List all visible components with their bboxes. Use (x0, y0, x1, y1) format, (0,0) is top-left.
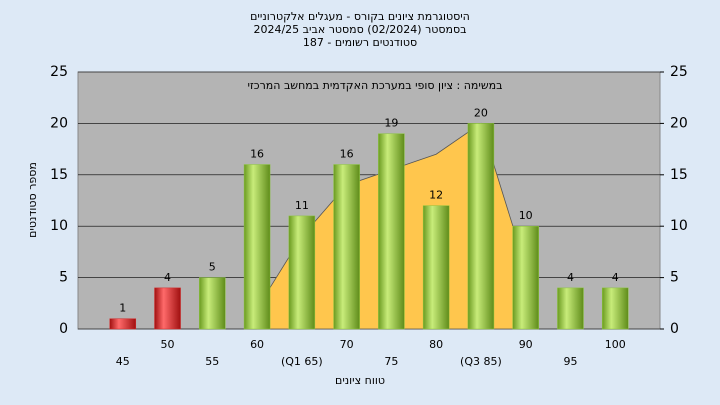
data-label: 4 (164, 271, 171, 284)
data-label: 11 (295, 199, 309, 212)
x-tick-label: 100 (605, 338, 626, 351)
y2-tick-label: 0 (670, 321, 679, 337)
x-tick-label: 75 (384, 355, 398, 368)
bar (109, 318, 137, 330)
bar (199, 277, 226, 330)
x-tick-label: (Q3 85) (460, 355, 502, 368)
bar (557, 287, 584, 330)
bar (288, 215, 316, 330)
bar (243, 164, 271, 330)
annotation: במשימה : ציון סופי במערכת האקדמית במחשב … (248, 79, 503, 92)
bar (601, 287, 629, 330)
data-label: 5 (209, 261, 216, 274)
y2-tick-label: 25 (670, 64, 688, 80)
data-label: 16 (340, 148, 354, 161)
y2-tick-label: 20 (670, 115, 688, 131)
x-tick-label: 95 (563, 355, 577, 368)
title-line: בסמסטר (02/2024) סמסטר אביב 2024/25 (253, 23, 466, 36)
data-label: 19 (384, 117, 398, 130)
title-line: היסטוגרמת ציונים בקורס - מעגלים אלקטרוני… (250, 10, 470, 23)
x-tick-label: (Q1 65) (281, 355, 323, 368)
data-label: 4 (567, 271, 574, 284)
y-axis-label: מספר סטודנטים (26, 162, 39, 238)
y-tick-label: 10 (50, 218, 68, 234)
y-tick-label: 0 (59, 321, 68, 337)
data-label: 12 (429, 189, 443, 202)
data-label: 4 (612, 271, 619, 284)
bar (512, 225, 539, 330)
y-tick-label: 25 (50, 64, 68, 80)
x-tick-label: 50 (161, 338, 175, 351)
y2-tick-label: 15 (670, 167, 688, 183)
title-line: סטודנטים רשומים - 187 (303, 36, 417, 49)
data-label: 10 (519, 209, 533, 222)
x-axis-label: טווח ציונים (335, 374, 385, 387)
y-tick-label: 15 (50, 167, 68, 183)
y2-tick-label: 5 (670, 270, 679, 286)
x-tick-label: 70 (340, 338, 354, 351)
x-tick-label: 55 (205, 355, 219, 368)
x-tick-label: 45 (116, 355, 130, 368)
bar (378, 133, 405, 330)
x-tick-label: 90 (519, 338, 533, 351)
data-label: 1 (119, 302, 126, 315)
bar (154, 287, 181, 330)
y-tick-label: 5 (59, 270, 68, 286)
bar (333, 164, 360, 330)
data-label: 16 (250, 148, 264, 161)
x-tick-label: 60 (250, 338, 264, 351)
x-tick-label: 80 (429, 338, 443, 351)
y2-tick-label: 10 (670, 218, 688, 234)
data-label: 20 (474, 106, 488, 119)
bar (422, 205, 450, 330)
bar (467, 123, 495, 330)
y-tick-label: 20 (50, 115, 68, 131)
